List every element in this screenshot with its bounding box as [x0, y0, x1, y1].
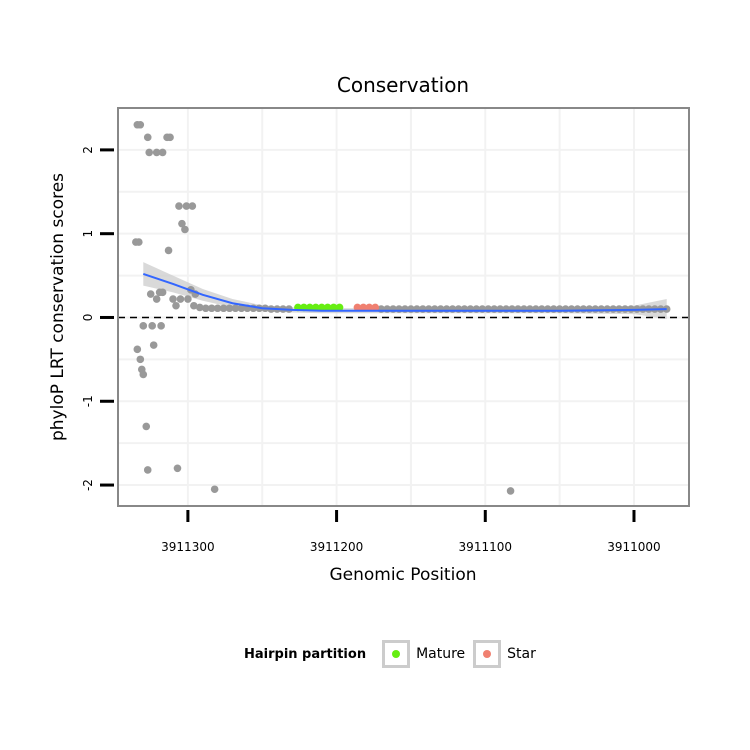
data-point-other	[158, 288, 167, 297]
data-point-other	[210, 485, 219, 494]
data-point-mature	[323, 303, 332, 312]
star-dot-icon	[483, 650, 492, 658]
data-point-other	[188, 202, 197, 210]
data-point-star	[359, 303, 368, 312]
legend: Hairpin partition Mature Star	[244, 640, 544, 668]
data-point-mature	[329, 303, 338, 312]
data-point-other	[157, 322, 165, 330]
data-point-other	[169, 295, 177, 303]
data-point-other	[152, 148, 161, 157]
data-point-other	[145, 148, 154, 157]
data-point-other	[149, 341, 158, 349]
panel-border	[117, 107, 690, 507]
data-point-other	[143, 133, 152, 142]
data-point-other	[143, 466, 152, 474]
smooth-line-layer	[142, 272, 667, 312]
y-tick-label: 2	[81, 146, 95, 154]
smooth-trend-line	[142, 272, 667, 312]
legend-key-mature	[382, 640, 411, 668]
data-point-other	[139, 322, 148, 330]
data-point-other	[135, 238, 143, 246]
mature-dot-icon	[392, 650, 401, 658]
data-point-other	[148, 322, 157, 330]
data-point-other	[136, 120, 145, 129]
data-point-other	[172, 301, 180, 310]
legend-key-star	[473, 640, 502, 668]
data-point-other	[146, 290, 155, 298]
data-point-other	[195, 303, 204, 312]
y-tick-label: -2	[81, 479, 95, 491]
data-point-other	[142, 422, 151, 431]
data-point-other	[164, 246, 173, 255]
data-point-other	[176, 295, 185, 303]
data-point-other	[237, 304, 246, 313]
data-point-other	[201, 304, 210, 313]
data-point-other	[133, 345, 142, 354]
y-tick-label: 0	[81, 314, 95, 322]
data-point-mature	[335, 303, 344, 312]
data-point-other	[175, 202, 183, 210]
data-point-other	[158, 148, 167, 157]
data-point-star	[353, 303, 362, 312]
legend-label-mature: Mature	[416, 646, 466, 662]
data-point-mature	[306, 303, 314, 312]
data-point-other	[173, 464, 182, 473]
smooth-ribbon-layer	[143, 262, 667, 320]
data-point-mature	[311, 303, 320, 312]
smooth-confidence-ribbon	[143, 262, 667, 320]
data-point-other	[181, 225, 189, 234]
data-point-other	[219, 304, 228, 313]
y-tick-label: 1	[81, 230, 95, 238]
x-tick-label: 3911200	[310, 540, 363, 554]
x-axis-title: Genomic Position	[329, 565, 476, 585]
plot-panel	[117, 107, 690, 507]
data-point-other	[152, 295, 161, 303]
x-axis: 3911300 3911200 3911100 3911000	[161, 510, 661, 554]
data-point-other	[231, 304, 240, 313]
data-point-other	[184, 295, 192, 303]
data-point-star	[365, 303, 374, 312]
data-point-other	[207, 304, 216, 313]
data-point-other	[136, 355, 145, 364]
data-point-star	[371, 303, 380, 312]
chart-title: Conservation	[337, 73, 469, 97]
legend-title: Hairpin partition	[244, 646, 367, 662]
y-axis: -2 -1 0 1 2	[81, 146, 114, 491]
x-tick-label: 3911300	[161, 540, 214, 554]
data-point-other	[213, 304, 222, 313]
data-point-other	[182, 202, 191, 210]
y-tick-label: -1	[81, 395, 95, 407]
data-point-other	[178, 219, 186, 228]
x-tick-label: 3911000	[607, 540, 660, 554]
data-point-other	[190, 301, 198, 310]
x-tick-label: 3911100	[459, 540, 512, 554]
data-point-other	[166, 133, 174, 142]
y-axis-title: phyloP LRT conservation scores	[48, 173, 68, 441]
data-point-mature	[317, 303, 326, 312]
data-point-other	[225, 304, 234, 313]
data-point-other	[506, 487, 515, 495]
data-point-other	[139, 370, 148, 379]
legend-label-star: Star	[507, 646, 536, 662]
